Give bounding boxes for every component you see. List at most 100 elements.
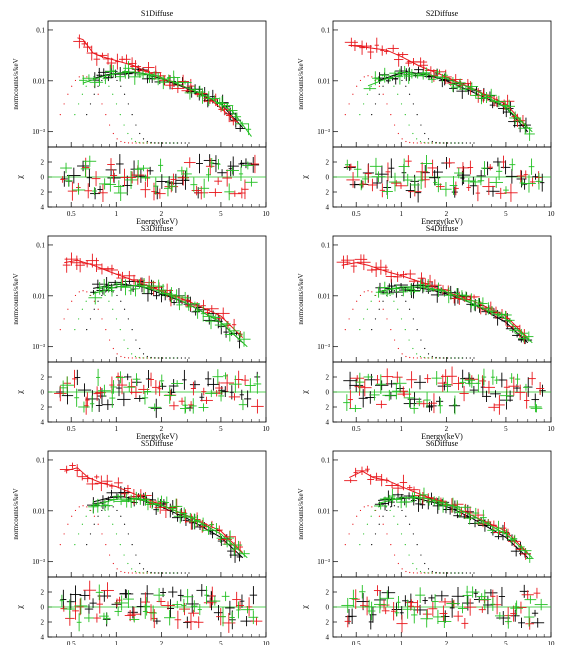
model-component-dot <box>473 572 475 574</box>
model-component-dot <box>386 533 388 535</box>
model-component-dot <box>146 570 148 573</box>
model-component-dot <box>344 114 346 116</box>
model-component-dot <box>374 294 376 297</box>
model-component-dot <box>63 318 65 320</box>
model-component-dot <box>71 300 73 302</box>
model-component-dot <box>371 544 373 546</box>
x-tick-label: 10 <box>263 425 271 433</box>
model-component-dot <box>401 138 403 140</box>
model-component-dot <box>108 515 110 517</box>
model-component-dot <box>146 357 148 359</box>
model-component-dot <box>138 571 140 574</box>
model-component-dot <box>131 568 133 570</box>
model-component-dot <box>397 132 399 135</box>
model-component-dot <box>409 141 411 144</box>
y-tick-label: 0.01 <box>33 507 46 515</box>
residual-tick-label: 2 <box>326 374 330 382</box>
model-component-dot <box>450 572 452 574</box>
model-component-dot <box>458 142 460 144</box>
model-component-dot <box>177 572 179 574</box>
residual-tick-label: 4 <box>41 634 45 642</box>
model-component-dot <box>352 523 354 525</box>
model-component-dot <box>363 533 365 535</box>
model-component-dot <box>142 353 145 355</box>
model-component-dot <box>74 114 76 116</box>
model-component-dot <box>97 93 99 95</box>
model-component-dot <box>412 347 414 350</box>
model-component-dot <box>97 515 99 517</box>
model-component-dot <box>424 562 426 565</box>
model-component-dot <box>104 294 106 297</box>
x-tick-label: 2 <box>445 425 449 433</box>
model-component-dot <box>412 142 415 144</box>
model-component-dot <box>112 506 114 508</box>
model-component-dot <box>427 353 430 355</box>
model-component-dot <box>146 140 148 143</box>
panel-title: S4Diffuse <box>426 224 459 233</box>
model-component-dot <box>382 523 384 525</box>
spectrum-frame <box>47 20 267 148</box>
model-component-dot <box>420 357 422 359</box>
model-component-dot <box>177 142 179 144</box>
model-component-dot <box>443 572 445 574</box>
model-component-dot <box>78 76 80 78</box>
model-component-dot <box>74 509 77 512</box>
model-component-dot <box>390 114 392 116</box>
model-component-dot <box>123 554 125 556</box>
model-component-dot <box>123 124 125 126</box>
model-component-dot <box>124 141 126 144</box>
x-tick-label: 5 <box>504 210 508 218</box>
model-component-dot <box>108 300 110 302</box>
model-component-dot <box>423 356 425 359</box>
model-component-dot <box>401 568 403 570</box>
model-component-dot <box>169 572 171 574</box>
model-component-dot <box>427 568 430 570</box>
model-component-dot <box>397 308 399 310</box>
model-component-dot <box>158 357 160 359</box>
model-component-dot <box>419 140 422 143</box>
model-component-dot <box>59 114 61 116</box>
y-tick-label: 10⁻³ <box>32 558 45 566</box>
model-component-dot <box>424 132 426 135</box>
model-component-dot <box>119 544 121 546</box>
model-component-dot <box>419 355 422 358</box>
model-component-dot <box>416 357 418 359</box>
model-component-dot <box>82 505 84 507</box>
model-component-dot <box>161 357 164 359</box>
model-component-dot <box>161 142 164 144</box>
model-component-dot <box>431 572 433 574</box>
model-component-dot <box>184 572 186 574</box>
x-tick-label: 5 <box>219 640 223 645</box>
model-component-dot <box>371 329 373 331</box>
model-component-dot <box>446 357 449 359</box>
model-component-dot <box>188 142 190 144</box>
model-component-dot <box>188 357 190 359</box>
x-tick-label: 1 <box>400 640 404 645</box>
residual-axis-label: χ <box>300 605 309 610</box>
model-component-dot <box>408 523 411 525</box>
model-component-dot <box>408 554 410 556</box>
model-component-dot <box>112 93 114 95</box>
model-component-dot <box>116 509 118 512</box>
model-component-dot <box>127 318 129 320</box>
model-component-dot <box>116 79 118 82</box>
model-component-dot <box>74 294 77 297</box>
spectrum-panel-5: S5Diffusenormcounts/s/keVχEnergy(keV)0.5… <box>12 439 270 645</box>
model-component-dot <box>71 515 73 517</box>
model-component-dot <box>154 142 156 144</box>
model-component-dot <box>469 142 471 144</box>
y-tick-label: 0.1 <box>36 456 45 464</box>
model-component-dot <box>378 300 381 302</box>
model-component-dot <box>412 357 415 359</box>
model-component-dot <box>78 291 80 293</box>
x-tick-label: 1 <box>115 640 119 645</box>
model-component-dot <box>374 103 377 105</box>
model-component-dot <box>390 329 392 331</box>
model-component-dot <box>89 533 92 535</box>
model-line-red <box>64 259 244 339</box>
model-component-dot <box>412 562 414 565</box>
model-component-dot <box>120 300 122 302</box>
model-component-dot <box>366 93 369 95</box>
model-component-dot <box>135 554 137 556</box>
